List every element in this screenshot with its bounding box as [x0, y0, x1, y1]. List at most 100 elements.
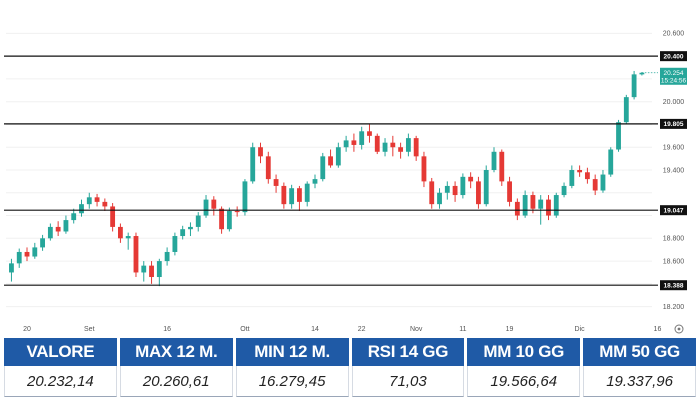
candle [335, 142, 341, 168]
candle-body [359, 131, 365, 145]
grid [6, 32, 652, 308]
candle-body [211, 199, 217, 209]
candle-body [219, 208, 225, 230]
candle [149, 261, 154, 284]
level-label: 19.805 [664, 121, 684, 128]
current-price-value: 20.254 [664, 70, 684, 77]
candle [211, 196, 217, 216]
candle-body [530, 195, 536, 209]
stat-header: MM 10 GG [467, 338, 581, 366]
candle-body [117, 226, 123, 239]
stats-table: VALORE 20.232,14 MAX 12 M. 20.260,61 MIN 12 … [4, 338, 696, 398]
candle [460, 173, 466, 199]
candle-body [343, 140, 349, 148]
candle [468, 172, 474, 189]
candle-body [499, 151, 505, 182]
candle-body [639, 72, 645, 75]
candle [553, 192, 559, 218]
candle [616, 119, 621, 152]
candle-body [273, 179, 279, 186]
x-tick-label: Dic [575, 326, 586, 333]
candle-body [546, 199, 551, 216]
x-axis: 20 Set 16 Ott 14 22 Nov 11 19 Dic 16 [23, 326, 661, 333]
level-line: 19.805 [4, 118, 687, 129]
candle-body [561, 185, 567, 196]
candle-body [437, 192, 442, 205]
price-chart: 20.400 19.805 19.047 18.388 20.600 20.000 19.… [4, 31, 687, 334]
candle-body [188, 226, 193, 230]
candle [631, 70, 637, 100]
candle [133, 232, 139, 278]
candle-body [40, 238, 45, 248]
support-resistance-levels: 20.400 19.805 19.047 18.388 [4, 51, 687, 291]
y-tick-label: 18.200 [663, 304, 685, 311]
candle-body [335, 147, 341, 166]
candle-body [514, 201, 520, 216]
level-label-box [660, 205, 687, 216]
stat-column: RSI 14 GG 71,03 [351, 338, 465, 398]
candle [483, 165, 489, 207]
candle-body [522, 195, 528, 216]
candle-body [234, 210, 240, 213]
candle-body [94, 197, 100, 202]
candle-body [398, 147, 404, 152]
candle [514, 198, 520, 221]
x-tick-label: 19 [506, 326, 514, 333]
x-tick-label: Nov [410, 326, 423, 333]
candle [172, 232, 178, 256]
candle-body [265, 156, 271, 180]
stat-column: MAX 12 M. 20.260,61 [119, 338, 233, 398]
candle [374, 133, 380, 155]
stat-value: 19.566,64 [467, 366, 581, 397]
candle [623, 94, 629, 125]
candle-body [203, 199, 209, 216]
candle-body [102, 201, 108, 207]
candle [94, 193, 100, 207]
y-tick-label: 19.600 [663, 145, 685, 152]
candle-body [79, 204, 84, 214]
candle [24, 247, 30, 262]
y-tick-label: 19.400 [663, 167, 685, 174]
candle-body [577, 170, 583, 173]
level-line: 18.388 [4, 280, 687, 291]
x-tick-label: 14 [311, 326, 319, 333]
candle [86, 192, 92, 209]
candle-body [86, 197, 92, 205]
stat-column: MM 10 GG 19.566,64 [467, 338, 581, 398]
x-tick-label: Set [84, 326, 95, 333]
current-price-box [660, 67, 687, 85]
candle [304, 181, 310, 207]
candle [16, 248, 22, 268]
candle [79, 199, 84, 217]
candle-body [47, 226, 53, 239]
candle-body [149, 265, 154, 278]
candle-body [483, 170, 489, 205]
candle [444, 181, 450, 200]
stat-column: MIN 12 M. 16.279,45 [235, 338, 349, 398]
candle-body [476, 181, 481, 205]
candle-body [553, 195, 559, 216]
candle [569, 165, 575, 189]
candle [491, 147, 497, 173]
candle-body [133, 236, 139, 273]
x-tick-label: 11 [459, 326, 466, 333]
candle [398, 142, 404, 159]
candle [577, 165, 583, 177]
candle-body [156, 261, 162, 278]
candle [281, 182, 287, 209]
gear-icon[interactable] [674, 324, 684, 334]
candle [242, 179, 248, 216]
candle [600, 170, 606, 193]
candle [203, 195, 209, 218]
current-price-time: 15:24:56 [661, 78, 687, 85]
candle [499, 149, 505, 186]
y-axis: 20.600 20.000 19.600 19.400 18.800 18.600 18.2… [663, 31, 685, 311]
candle-body [297, 188, 302, 202]
candle-body [289, 188, 295, 205]
stat-column: VALORE 20.232,14 [4, 338, 117, 398]
candle-body [491, 151, 497, 170]
candle-body [616, 122, 621, 150]
candle [413, 135, 419, 161]
candle [429, 177, 435, 209]
